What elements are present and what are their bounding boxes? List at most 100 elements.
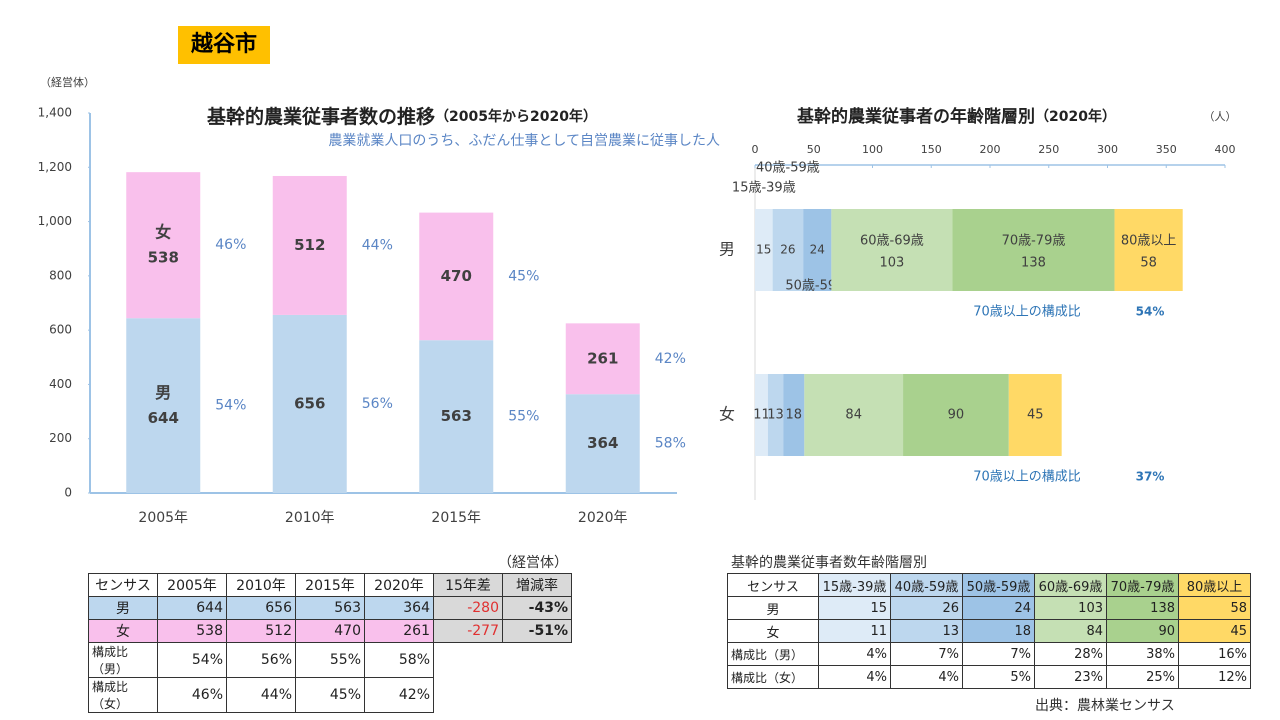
x-tick-label: 50 <box>807 143 821 156</box>
header-cell: 2020年 <box>364 573 434 597</box>
x-tick-label: 2020年 <box>578 510 628 526</box>
bar-segment <box>804 374 904 456</box>
title: 基幹的農業従事者数の推移 <box>206 105 435 128</box>
header-cell: 80歳以上 <box>1178 573 1251 597</box>
table-cell: 5% <box>962 665 1035 689</box>
table-row: 女 11 13 18 84 90 45 <box>727 619 1251 643</box>
bar-segment <box>952 209 1115 291</box>
share-label: 44% <box>362 237 393 253</box>
table-cell: 58% <box>364 642 434 678</box>
y-tick-label: 1,400 <box>38 106 72 120</box>
table-cell: 構成比（男） <box>88 642 158 678</box>
header-cell: 2010年 <box>226 573 296 597</box>
table-row: 構成比（男） 4% 7% 7% 28% 38% 16% <box>727 642 1251 666</box>
header-cell: 70歳-79歳 <box>1106 573 1179 597</box>
bar-segment <box>565 394 640 493</box>
header-row: センサス 15歳-39歳 40歳-59歳 50歳-59歳 60歳-69歳 70歳-79歳 8… <box>727 573 1251 597</box>
x-tick-label: 150 <box>921 143 942 156</box>
y-tick-label: 600 <box>49 323 72 337</box>
table-cell: 84 <box>1034 619 1107 643</box>
table-cell: 138 <box>1106 596 1179 620</box>
table-cell: 103 <box>1034 596 1107 620</box>
header-cell: センサス <box>88 573 158 597</box>
header-row: センサス 2005年 2010年 2015年 2020年 15年差 増減率 <box>88 573 572 597</box>
x-tick-label: 2015年 <box>431 510 481 526</box>
value-label: 261 <box>587 349 618 367</box>
bar-segment <box>767 374 784 456</box>
table-cell: 656 <box>226 596 296 620</box>
table-cell: -280 <box>433 596 503 620</box>
x-tick-label: 350 <box>1156 143 1177 156</box>
y-tick-label: 1,200 <box>38 160 72 174</box>
table-cell: 25% <box>1106 665 1179 689</box>
value-label: 13 <box>767 408 784 423</box>
table-row: 女 538 512 470 261 -277 -51% <box>88 619 572 643</box>
bar-segment <box>772 209 804 291</box>
table-cell: 563 <box>295 596 365 620</box>
table-cell <box>503 678 572 713</box>
annotation: 農業就業人口のうち、ふだん仕事として自営農業に従事した人 <box>328 133 720 149</box>
series-label: 女 <box>155 223 171 242</box>
table-row: 構成比（女） 4% 4% 5% 23% 25% 12% <box>727 665 1251 689</box>
table-cell: 男 <box>88 596 158 620</box>
table-row: 男 644 656 563 364 -280 -43% <box>88 596 572 620</box>
series-label: 15歳-39歳 <box>732 181 796 196</box>
bar-segment <box>419 212 494 341</box>
ratio-value: 54% <box>1136 305 1165 319</box>
value-label: 364 <box>587 434 618 452</box>
table-cell: 364 <box>364 596 434 620</box>
value-label: 18 <box>786 408 803 423</box>
x-tick-label: 300 <box>1097 143 1118 156</box>
table-caption: 基幹的農業従事者数年齢階層別 <box>731 555 927 571</box>
bar-segment <box>755 209 773 291</box>
value-label: 11 <box>753 408 770 423</box>
header-cell: 15歳-39歳 <box>818 573 891 597</box>
x-tick-label: 0 <box>752 143 759 156</box>
share-label: 55% <box>508 409 539 425</box>
table-cell: 18 <box>962 619 1035 643</box>
table-cell: 26 <box>890 596 963 620</box>
table-cell: 261 <box>364 619 434 643</box>
table-cell: 512 <box>226 619 296 643</box>
header-cell: 2005年 <box>157 573 227 597</box>
table-cell <box>434 643 503 678</box>
table-cell: 38% <box>1106 642 1179 666</box>
ratio-label: 70歳以上の構成比 <box>973 305 1081 320</box>
table-cell: 23% <box>1034 665 1107 689</box>
header-cell: 増減率 <box>502 573 572 597</box>
table-cell: 女 <box>727 619 819 643</box>
table-caption: （経営体） <box>498 555 568 571</box>
x-tick-label: 200 <box>980 143 1001 156</box>
bar-segment <box>272 175 347 315</box>
table-row: 構成比（男） 54% 56% 55% 58% <box>88 642 572 678</box>
table-cell: 4% <box>818 665 891 689</box>
table-cell <box>434 678 503 713</box>
share-label: 46% <box>215 237 246 253</box>
table-cell: 13 <box>890 619 963 643</box>
x-tick-label: 100 <box>862 143 883 156</box>
table-cell: 11 <box>818 619 891 643</box>
table-cell: 538 <box>157 619 227 643</box>
y-tick-label: 200 <box>49 431 72 445</box>
table-cell: 12% <box>1178 665 1251 689</box>
chart-title: 基幹的農業従事者の年齢階層別（2020年） <box>796 106 1116 127</box>
x-axis-unit: （人） <box>1204 110 1237 123</box>
x-tick-label: 2005年 <box>138 510 188 526</box>
value-label: 563 <box>441 407 472 425</box>
header-cell: 2015年 <box>295 573 365 597</box>
x-tick-label: 400 <box>1215 143 1236 156</box>
table-cell: 7% <box>962 642 1035 666</box>
table-cell: 644 <box>157 596 227 620</box>
value-label: 103 <box>879 256 904 271</box>
table-cell: 55% <box>295 642 365 678</box>
share-label: 56% <box>362 396 393 412</box>
subtitle: （2020年） <box>1035 108 1116 125</box>
table-row: 構成比（女） 46% 44% 45% 42% <box>88 677 572 713</box>
table-cell: 15 <box>818 596 891 620</box>
value-label: 90 <box>948 408 965 423</box>
table-row: 男 15 26 24 103 138 58 <box>727 596 1251 620</box>
header-cell: センサス <box>727 573 819 597</box>
share-label: 58% <box>655 436 686 452</box>
